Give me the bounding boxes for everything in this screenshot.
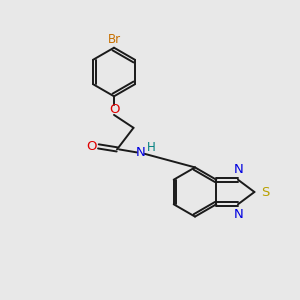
- Text: O: O: [86, 140, 97, 153]
- Text: O: O: [109, 103, 119, 116]
- Text: Br: Br: [107, 33, 121, 46]
- Text: N: N: [234, 163, 243, 176]
- Text: H: H: [147, 141, 156, 154]
- Text: N: N: [234, 208, 243, 221]
- Text: N: N: [136, 146, 146, 159]
- Text: S: S: [261, 185, 269, 199]
